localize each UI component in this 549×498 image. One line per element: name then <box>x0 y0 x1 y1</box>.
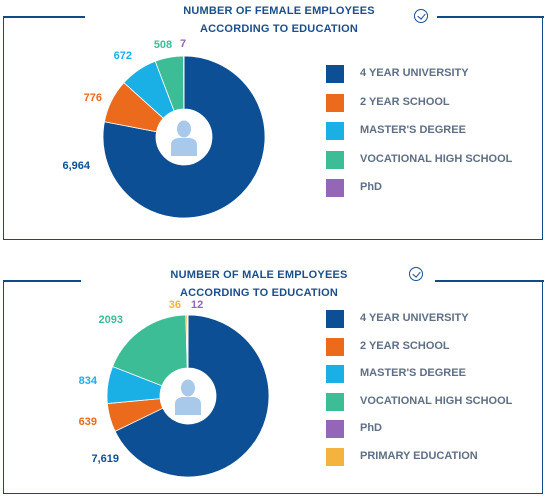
data-label: 12 <box>191 299 203 311</box>
legend-swatch <box>326 122 344 140</box>
person-icon <box>175 379 201 415</box>
legend-label: PhD <box>360 422 382 434</box>
person-icon <box>171 120 197 156</box>
title-line-1: NUMBER OF FEMALE EMPLOYEES <box>183 5 375 17</box>
legend-swatch <box>326 365 344 383</box>
legend-item: 4 YEAR UNIVERSITY <box>326 310 526 328</box>
data-label: 6,964 <box>62 160 90 172</box>
legend-label: 4 YEAR UNIVERSITY <box>360 312 469 324</box>
female-chart-panel: NUMBER OF FEMALE EMPLOYEES ACCORDING TO … <box>2 5 544 240</box>
legend-item: MASTER'S DEGREE <box>326 122 526 140</box>
legend-swatch <box>326 337 344 356</box>
legend-item: MASTER'S DEGREE <box>326 365 526 383</box>
data-label: 639 <box>79 416 97 428</box>
frame-top-right <box>435 280 544 282</box>
data-label: 2093 <box>99 314 123 326</box>
male-donut-chart: 7,619 639 834 2093 12 36 <box>79 299 270 478</box>
title-line-2: ACCORDING TO EDUCATION <box>180 287 338 299</box>
legend-label: 2 YEAR SCHOOL <box>360 95 450 108</box>
chart-title: NUMBER OF FEMALE EMPLOYEES ACCORDING TO … <box>9 2 549 38</box>
legend-item: VOCATIONAL HIGH SCHOOL <box>326 392 526 411</box>
check-circle-icon <box>409 267 423 281</box>
legend-swatch <box>326 392 344 411</box>
frame-top-left <box>2 280 81 282</box>
legend-item: PRIMARY EDUCATION <box>326 447 526 466</box>
legend-swatch <box>326 420 344 438</box>
title-line-2: ACCORDING TO EDUCATION <box>200 23 358 35</box>
legend-label: 2 YEAR SCHOOL <box>360 339 450 352</box>
check-circle-icon <box>414 9 428 23</box>
legend-item: 2 YEAR SCHOOL <box>326 93 526 112</box>
legend-swatch <box>326 310 344 328</box>
legend-swatch <box>326 65 344 83</box>
slice-phd <box>187 314 189 369</box>
legend-item: PhD <box>326 179 526 197</box>
legend-label: PhD <box>360 181 382 193</box>
legend-label: VOCATIONAL HIGH SCHOOL <box>360 152 513 165</box>
legend-swatch <box>326 93 344 112</box>
data-label: 672 <box>114 50 132 62</box>
data-label: 36 <box>169 299 181 311</box>
data-label: 776 <box>84 92 102 104</box>
data-label: 508 <box>154 39 172 51</box>
data-label: 7,619 <box>91 453 119 465</box>
legend-swatch <box>326 447 344 466</box>
data-label: 834 <box>79 375 98 387</box>
frame-top-left <box>2 16 85 18</box>
legend-item: 4 YEAR UNIVERSITY <box>326 65 526 83</box>
data-label: 7 <box>180 38 186 50</box>
legend-label: VOCATIONAL HIGH SCHOOL <box>360 394 513 407</box>
legend-item: PhD <box>326 420 526 438</box>
legend-swatch <box>326 150 344 169</box>
legend-swatch <box>326 179 344 197</box>
legend-label: PRIMARY EDUCATION <box>360 449 478 462</box>
legend-item: VOCATIONAL HIGH SCHOOL <box>326 150 526 169</box>
legend-label: MASTER'S DEGREE <box>360 367 466 379</box>
chart-title: NUMBER OF MALE EMPLOYEES ACCORDING TO ED… <box>0 266 529 302</box>
frame-top-right <box>437 16 544 18</box>
female-donut-chart: 6,964 776 672 508 7 <box>62 38 266 219</box>
male-chart-panel: NUMBER OF MALE EMPLOYEES ACCORDING TO ED… <box>2 267 544 494</box>
legend-label: 4 YEAR UNIVERSITY <box>360 67 469 79</box>
legend-item: 2 YEAR SCHOOL <box>326 337 526 356</box>
title-line-1: NUMBER OF MALE EMPLOYEES <box>170 269 348 281</box>
legend-label: MASTER'S DEGREE <box>360 124 466 136</box>
